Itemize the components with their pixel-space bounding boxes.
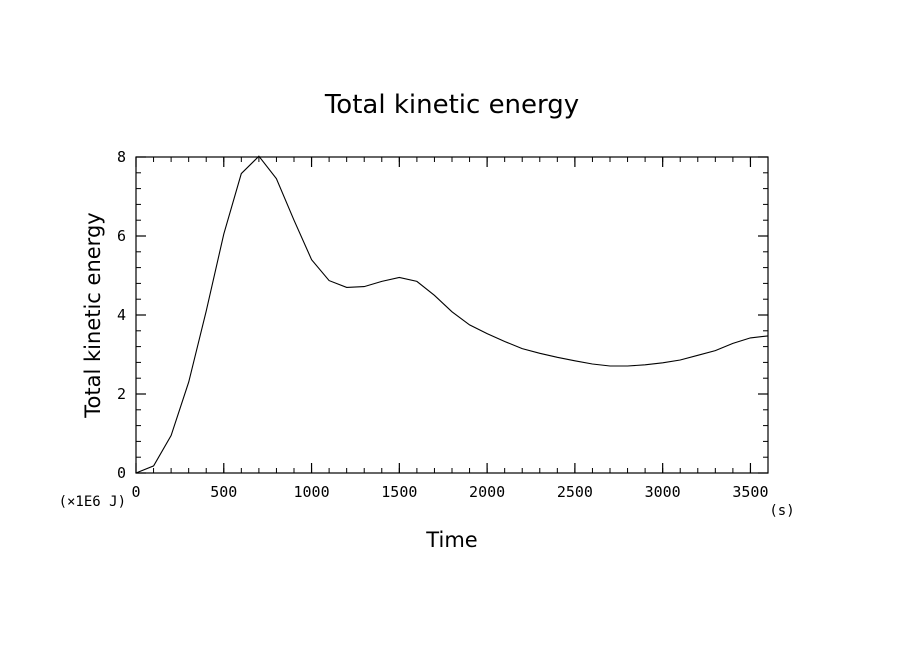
x-tick-label: 500 (210, 483, 237, 501)
x-tick-label: 0 (131, 483, 140, 501)
y-tick-label: 0 (117, 464, 126, 482)
x-tick-label: 3500 (732, 483, 768, 501)
x-unit-label: (s) (769, 503, 794, 519)
y-tick-label: 8 (117, 148, 126, 166)
y-axis-label: Total kinetic energy (81, 212, 105, 418)
y-unit-label: (×1E6 J) (59, 494, 126, 510)
y-tick-label: 4 (117, 306, 126, 324)
x-tick-label: 2500 (557, 483, 593, 501)
x-tick-label: 1500 (381, 483, 417, 501)
plot-frame (135, 156, 769, 474)
x-tick-label: 1000 (293, 483, 329, 501)
axis-ticks (135, 156, 769, 474)
x-tick-labels: 0 500 1000 1500 2000 2500 3000 3500 (131, 483, 768, 501)
x-tick-label: 2000 (469, 483, 505, 501)
y-tick-label: 6 (117, 227, 126, 245)
x-tick-label: 3000 (645, 483, 681, 501)
y-tick-labels: 0 2 4 6 8 (117, 148, 126, 482)
series-line (135, 155, 769, 474)
chart-title: Total kinetic energy (324, 90, 579, 120)
y-tick-label: 2 (117, 385, 126, 403)
x-axis-label: Time (425, 528, 477, 552)
